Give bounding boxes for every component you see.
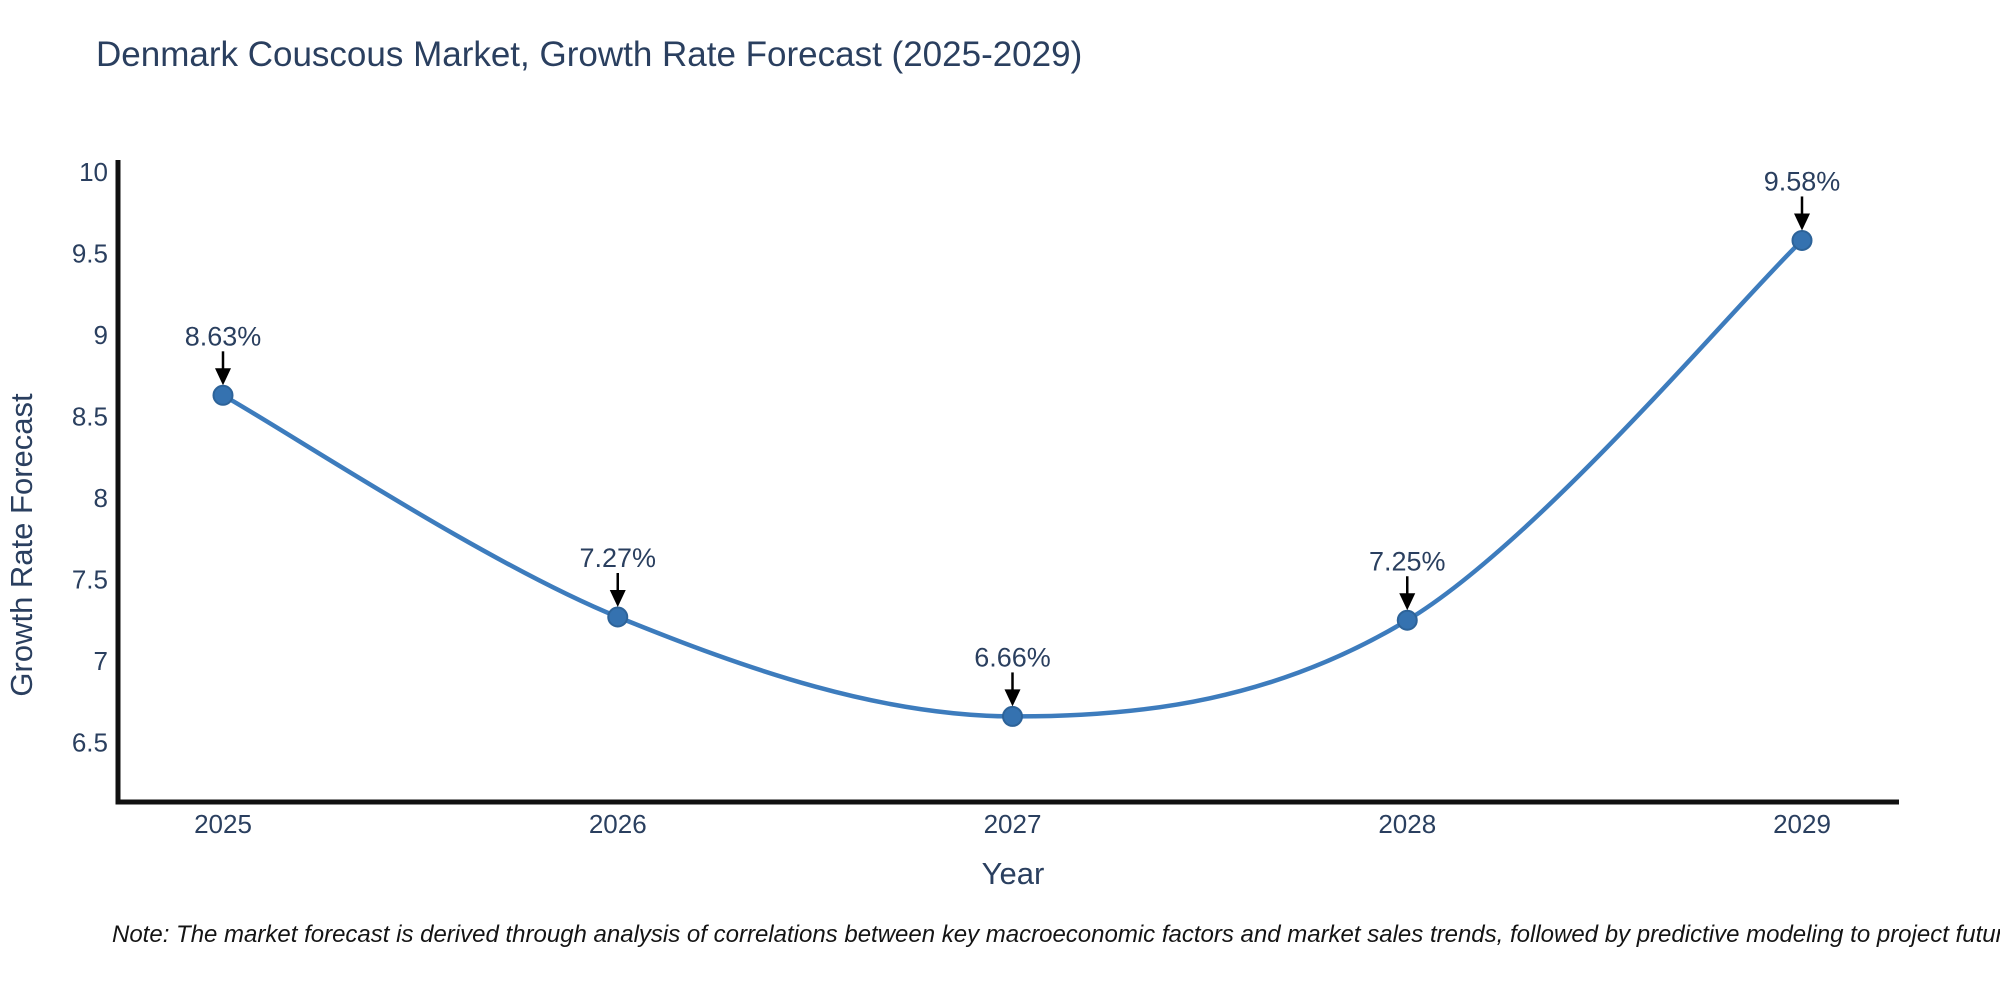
- data-point-marker: [1396, 609, 1418, 631]
- x-axis-tick-labels: 2025 2026 2027 2028 2029: [194, 809, 1831, 839]
- y-tick-label: 7: [94, 646, 108, 676]
- annotation-arrowhead: [609, 589, 626, 607]
- y-tick-label: 9: [94, 320, 108, 350]
- x-tick-label: 2028: [1378, 809, 1436, 839]
- y-tick-label: 8: [94, 483, 108, 513]
- y-tick-label: 6.5: [72, 728, 108, 758]
- y-tick-label: 9.5: [72, 239, 108, 269]
- point-value-label: 8.63%: [185, 321, 262, 351]
- x-tick-label: 2025: [194, 809, 252, 839]
- x-axis-title: Year: [982, 856, 1045, 891]
- x-tick-label: 2027: [984, 809, 1042, 839]
- x-tick-label: 2029: [1773, 809, 1831, 839]
- axes: [115, 160, 1899, 805]
- y-tick-label: 7.5: [72, 565, 108, 595]
- y-axis-title: Growth Rate Forecast: [4, 393, 39, 697]
- annotation-arrowhead: [1794, 213, 1810, 231]
- footnote: Note: The market forecast is derived thr…: [112, 921, 2000, 948]
- point-value-label: 7.25%: [1369, 546, 1446, 576]
- chart-title: Denmark Couscous Market, Growth Rate For…: [96, 35, 1082, 74]
- y-tick-label: 10: [79, 157, 108, 187]
- point-value-label: 9.58%: [1764, 166, 1841, 196]
- point-value-label: 6.66%: [974, 642, 1051, 672]
- data-point-marker: [607, 606, 629, 628]
- annotation-arrowhead: [1004, 689, 1021, 707]
- y-axis-tick-labels: 10 9.5 9 8.5 8 7.5 7 6.5: [72, 157, 108, 758]
- point-annotations: 8.63% 7.27% 6.66% 7.25% 9.58%: [185, 166, 1841, 707]
- data-point-marker: [1791, 229, 1813, 251]
- y-tick-label: 8.5: [72, 402, 108, 432]
- x-tick-label: 2026: [589, 809, 647, 839]
- data-series: [212, 229, 1813, 727]
- data-point-marker: [1002, 705, 1023, 727]
- data-point-marker: [212, 384, 234, 406]
- annotation-arrowhead: [1399, 593, 1416, 611]
- annotation-arrowhead: [215, 368, 231, 386]
- point-value-label: 7.27%: [579, 543, 656, 573]
